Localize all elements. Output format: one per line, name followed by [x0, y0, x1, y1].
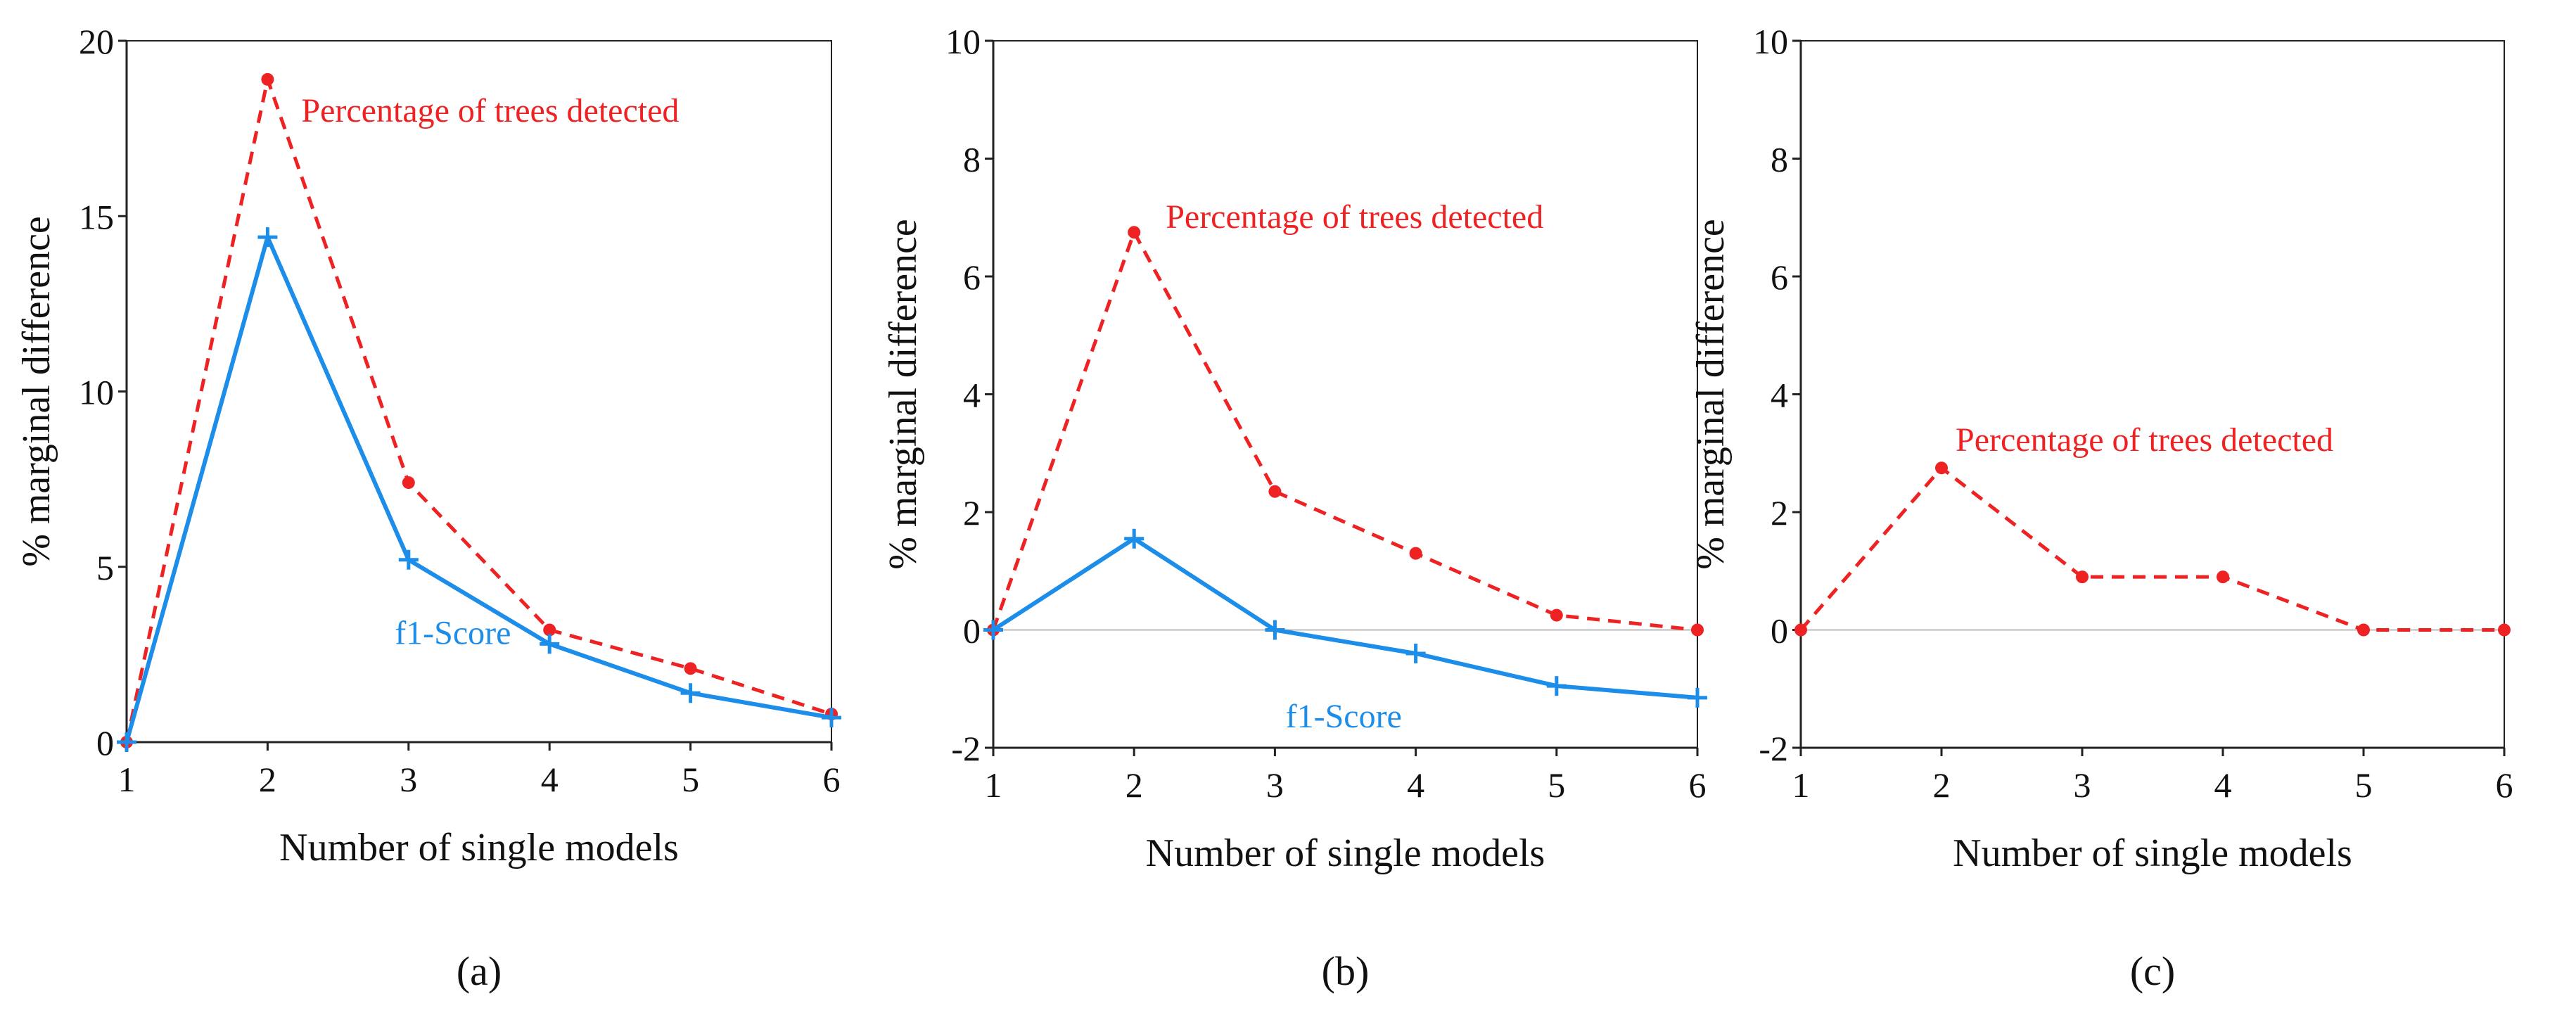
series-label-f1-score: f1-Score	[1286, 698, 1402, 735]
x-tick-label: 3	[2074, 765, 2091, 805]
data-point	[1124, 528, 1144, 549]
x-tick-label: 1	[1792, 765, 1810, 805]
data-point	[398, 549, 419, 570]
x-tick-label: 4	[541, 760, 559, 799]
y-tick-label: 6	[963, 257, 981, 297]
y-tick-label: 0	[1771, 611, 1788, 651]
x-tick-label: 1	[985, 765, 1002, 805]
y-tick-label: 8	[963, 140, 981, 179]
x-tick-label: 3	[1266, 765, 1284, 805]
y-axis-title: % marginal difference	[1689, 219, 1733, 570]
y-axis-title: % marginal difference	[881, 219, 925, 570]
y-tick-label: -2	[951, 729, 981, 768]
x-axis-title: Number of single models	[1146, 831, 1545, 875]
x-tick-label: 2	[1933, 765, 1951, 805]
data-point	[1688, 687, 1707, 708]
x-tick-label: 6	[2496, 765, 2513, 805]
x-tick-label: 6	[823, 760, 841, 799]
y-tick-label: 15	[79, 197, 114, 236]
y-tick-label: 20	[79, 22, 114, 61]
data-point	[983, 620, 1003, 640]
y-axis-title: % marginal difference	[15, 216, 58, 567]
data-point	[1691, 623, 1704, 637]
data-point	[1268, 485, 1282, 498]
x-tick-label: 5	[682, 760, 699, 799]
x-axis-title: Number of single models	[279, 826, 679, 869]
plot-frame	[1800, 40, 2505, 748]
x-tick-label: 4	[1407, 765, 1424, 805]
chart-panel-1: 0 5 10 15 20 1 2 3 4 5 6 Number of single models % m…	[15, 22, 841, 994]
data-point	[1935, 461, 1948, 475]
series-line-trees-detected	[1799, 466, 2504, 632]
data-point	[543, 623, 556, 637]
data-point	[2498, 623, 2511, 637]
data-point	[2076, 570, 2089, 584]
data-point	[1128, 226, 1141, 239]
x-tick-label: 3	[400, 760, 417, 799]
data-point	[117, 732, 136, 752]
x-tick-label: 6	[1689, 765, 1707, 805]
panel-label: (a)	[457, 948, 502, 994]
x-tick-label: 1	[118, 760, 136, 799]
data-point	[1550, 608, 1563, 622]
y-tick-label: 2	[963, 493, 981, 533]
y-tick-label: 0	[96, 723, 114, 763]
data-point	[1794, 623, 1807, 637]
data-point	[1405, 644, 1426, 663]
y-tick-label: 10	[79, 373, 114, 412]
y-tick-label: 8	[1771, 140, 1788, 179]
y-tick-label: 4	[963, 376, 981, 415]
series-label-f1-score: f1-Score	[395, 614, 511, 651]
y-tick-label: 10	[945, 22, 981, 61]
series-line-trees-detected	[125, 77, 832, 743]
y-tick-label: 10	[1753, 22, 1788, 61]
data-point	[1265, 620, 1285, 640]
data-point	[257, 227, 278, 248]
series-line-f1-score	[992, 536, 1698, 700]
panel-label: (c)	[2130, 948, 2175, 994]
series-label-trees-detected: Percentage of trees detected	[301, 92, 679, 129]
y-tick-label: 4	[1771, 376, 1788, 415]
y-tick-label: 2	[1771, 493, 1788, 533]
data-point	[1409, 547, 1422, 560]
series-label-trees-detected: Percentage of trees detected	[1956, 421, 2333, 459]
x-tick-label: 4	[2214, 765, 2232, 805]
data-point	[261, 72, 274, 86]
x-tick-label: 2	[1126, 765, 1143, 805]
data-point	[822, 708, 841, 728]
data-point	[540, 634, 560, 654]
data-point	[402, 476, 415, 490]
x-tick-label: 2	[259, 760, 276, 799]
data-point	[684, 662, 697, 675]
data-point	[1546, 676, 1567, 696]
y-tick-label: 0	[963, 611, 981, 651]
y-tick-label: 6	[1771, 257, 1788, 297]
panel-label: (b)	[1322, 948, 1370, 994]
data-point	[2217, 570, 2229, 584]
y-tick-label: 5	[96, 548, 114, 587]
series-line-f1-score	[125, 235, 832, 743]
y-tick-label: -2	[1759, 729, 1788, 768]
data-point	[680, 683, 701, 703]
x-tick-label: 5	[2355, 765, 2373, 805]
series-line-trees-detected	[991, 230, 1698, 632]
series-label-trees-detected: Percentage of trees detected	[1166, 198, 1543, 236]
data-point	[2357, 623, 2370, 637]
x-tick-label: 5	[1548, 765, 1565, 805]
x-axis-title: Number of single models	[1953, 831, 2352, 875]
